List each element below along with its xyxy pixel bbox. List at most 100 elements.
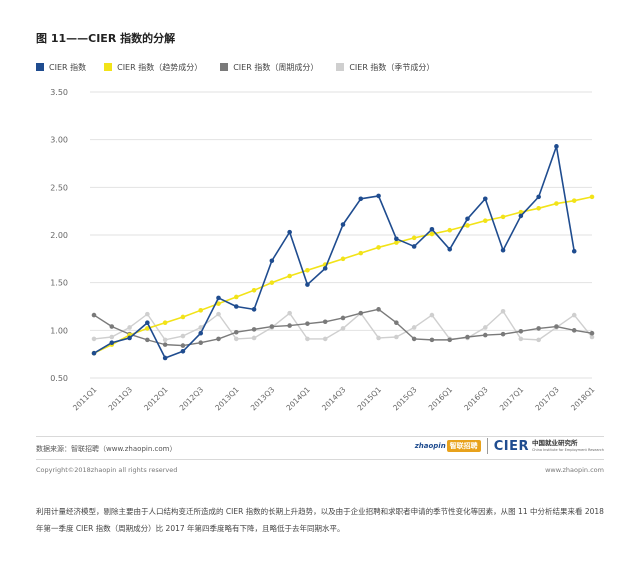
- x-tick-label: 2018Q1: [569, 385, 597, 413]
- x-tick-label: 2013Q3: [249, 385, 277, 413]
- data-point: [216, 301, 221, 306]
- data-point: [233, 304, 239, 309]
- zhaopin-logo: zhaopin 智联招聘: [415, 440, 481, 452]
- data-point: [554, 324, 559, 329]
- zhaopin-logo-text: zhaopin: [414, 442, 446, 450]
- data-point: [554, 144, 559, 149]
- y-tick-label: 2.50: [50, 183, 68, 192]
- data-point: [411, 235, 417, 241]
- data-point: [500, 214, 506, 220]
- logo-divider: [486, 438, 488, 454]
- data-point: [447, 227, 453, 233]
- data-point: [571, 248, 577, 254]
- data-point: [145, 320, 150, 326]
- legend-swatch-trend: [104, 63, 113, 71]
- data-point: [376, 245, 381, 250]
- data-point: [340, 222, 346, 227]
- data-point: [305, 282, 310, 287]
- data-point: [589, 334, 595, 340]
- data-point: [376, 307, 381, 312]
- data-point: [500, 308, 506, 314]
- figure-title: 图 11——CIER 指数的分解: [36, 32, 176, 45]
- data-point: [305, 267, 310, 273]
- data-point: [571, 312, 577, 318]
- legend-swatch-cycle: [220, 63, 229, 71]
- data-point: [411, 336, 417, 342]
- data-point: [536, 206, 541, 211]
- data-point: [465, 216, 470, 222]
- legend-item-cier: CIER 指数: [36, 62, 86, 73]
- legend-item-cycle: CIER 指数（周期成分）: [220, 62, 318, 73]
- data-point: [394, 320, 399, 326]
- data-point: [269, 258, 275, 264]
- data-point: [233, 336, 239, 342]
- data-point: [322, 336, 328, 342]
- x-tick-label: 2014Q1: [284, 385, 312, 413]
- cier-logo: CIER: [493, 438, 529, 454]
- y-tick-label: 3.00: [50, 136, 68, 145]
- x-tick-label: 2017Q3: [533, 385, 561, 413]
- data-point: [394, 334, 399, 340]
- copyright-text: Copyright©2018zhaopin all rights reserve…: [36, 466, 178, 474]
- x-tick-label: 2012Q1: [142, 385, 170, 413]
- data-point: [358, 310, 364, 316]
- data-point: [429, 226, 435, 232]
- data-point: [589, 330, 595, 336]
- data-point: [127, 325, 132, 330]
- data-point: [536, 194, 541, 200]
- series-2: [91, 307, 595, 348]
- x-tick-label: 2015Q1: [356, 385, 384, 413]
- data-point: [340, 256, 346, 262]
- data-point: [91, 350, 97, 356]
- data-point: [358, 196, 364, 202]
- data-point: [162, 337, 168, 343]
- data-point: [429, 312, 435, 318]
- x-tick-label: 2016Q3: [462, 385, 490, 413]
- data-point: [518, 213, 524, 219]
- x-tick-label: 2012Q3: [178, 385, 206, 413]
- chart-legend: CIER 指数 CIER 指数（趋势成分） CIER 指数（周期成分） CIER…: [36, 60, 452, 74]
- footer-divider-bottom: [36, 459, 604, 460]
- x-tick-label: 2011Q3: [107, 385, 135, 413]
- data-point: [411, 325, 417, 330]
- cier-institute-name: 中国就业研究所: [531, 439, 578, 447]
- data-point: [216, 295, 221, 301]
- data-point: [340, 315, 346, 321]
- data-point: [518, 328, 524, 334]
- data-point: [536, 337, 541, 343]
- footer-logos: zhaopin 智联招聘 CIER 中国就业研究所 China Institut…: [415, 438, 604, 454]
- data-point: [180, 333, 186, 339]
- data-point: [198, 340, 204, 346]
- data-point: [429, 231, 435, 237]
- data-point: [162, 342, 168, 347]
- data-point: [180, 314, 186, 320]
- x-tick-label: 2016Q1: [427, 385, 455, 413]
- data-point: [145, 311, 150, 317]
- data-point: [145, 337, 150, 343]
- data-point: [305, 336, 310, 342]
- data-point: [465, 334, 470, 340]
- data-point: [376, 335, 381, 341]
- data-point: [233, 294, 239, 300]
- cier-institute-english: China Institute for Employment Research: [531, 447, 604, 452]
- legend-label-trend: CIER 指数（趋势成分）: [117, 62, 203, 72]
- data-point: [216, 311, 221, 317]
- legend-label-cycle: CIER 指数（周期成分）: [233, 62, 319, 72]
- data-point: [109, 324, 115, 329]
- data-point: [376, 193, 381, 199]
- data-point: [394, 240, 399, 245]
- data-point: [269, 324, 275, 329]
- data-point: [162, 355, 168, 361]
- data-source-note: 数据来源：智联招聘（www.zhaopin.com）: [36, 445, 177, 453]
- x-tick-label: 2013Q1: [213, 385, 241, 413]
- data-point: [482, 196, 488, 202]
- series-line: [93, 310, 593, 341]
- y-tick-label: 1.00: [50, 326, 68, 335]
- data-point: [536, 326, 541, 331]
- legend-swatch-cier: [36, 63, 44, 71]
- data-point: [198, 325, 204, 330]
- cier-logo-subtitle: 中国就业研究所 China Institute for Employment R…: [532, 440, 604, 452]
- legend-swatch-season: [336, 63, 345, 71]
- data-point: [340, 326, 346, 331]
- data-point: [145, 326, 150, 331]
